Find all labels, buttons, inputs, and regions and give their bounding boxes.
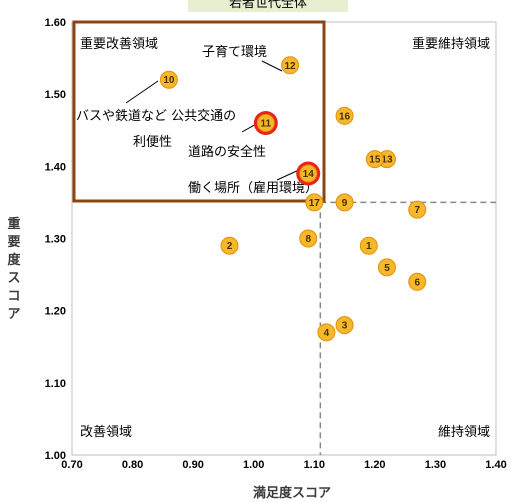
y-tick-label: 1.40 xyxy=(45,161,66,173)
point-16: 16 xyxy=(335,106,354,125)
x-tick-label: 1.00 xyxy=(243,459,264,471)
point-marker xyxy=(220,236,239,255)
leader-line-10 xyxy=(125,80,159,104)
quadrant-bottom-right: 維持領域 xyxy=(438,424,490,440)
point-3: 3 xyxy=(335,316,354,335)
y-tick-label: 1.20 xyxy=(45,306,66,318)
point-marker xyxy=(335,316,354,335)
quadrant-top-left: 重要改善領域 xyxy=(80,36,158,52)
annotation-public-transport: バスや鉄道など 公共交通の xyxy=(76,108,236,124)
point-marker xyxy=(335,193,354,212)
x-tick-label: 1.20 xyxy=(364,459,385,471)
point-14: 14 xyxy=(296,161,321,186)
y-axis-title: 重要度スコア xyxy=(7,216,21,322)
x-tick-label: 0.90 xyxy=(182,459,203,471)
point-label: 2 xyxy=(227,241,233,252)
x-tick-label: 1.40 xyxy=(485,459,506,471)
point-12: 12 xyxy=(281,56,300,75)
point-label: 7 xyxy=(414,205,420,216)
point-label: 13 xyxy=(381,155,393,166)
point-marker xyxy=(159,70,178,89)
point-9: 9 xyxy=(335,193,354,212)
annotation-road-safety: 道路の安全性 xyxy=(188,144,266,160)
point-label: 9 xyxy=(342,198,348,209)
x-tick-label: 1.10 xyxy=(304,459,325,471)
point-marker xyxy=(408,200,427,219)
point-marker xyxy=(299,164,318,183)
point-label: 5 xyxy=(384,263,390,274)
y-tick-label: 1.00 xyxy=(45,450,66,462)
point-label: 11 xyxy=(261,119,272,130)
quadrant-bottom-left: 改善領域 xyxy=(80,424,132,440)
point-1: 1 xyxy=(359,236,378,255)
x-tick-label: 0.80 xyxy=(122,459,143,471)
y-tick-label: 1.50 xyxy=(45,89,66,101)
chart-title: 若者世代全体 xyxy=(229,0,307,11)
leader-line-12 xyxy=(261,60,283,72)
point-5: 5 xyxy=(377,258,396,277)
point-label: 3 xyxy=(342,321,348,332)
point-4: 4 xyxy=(317,323,336,342)
point-11: 11 xyxy=(253,111,278,136)
title-banner xyxy=(188,0,348,12)
point-label: 6 xyxy=(414,277,420,288)
point-8: 8 xyxy=(299,229,318,248)
point-marker xyxy=(359,236,378,255)
point-marker xyxy=(305,193,324,212)
point-7: 7 xyxy=(408,200,427,219)
point-label: 14 xyxy=(303,169,315,180)
x-axis-title: 満足度スコア xyxy=(253,485,331,501)
point-17: 17 xyxy=(305,193,324,212)
point-marker xyxy=(317,323,336,342)
point-marker xyxy=(299,229,318,248)
point-marker xyxy=(377,258,396,277)
point-label: 17 xyxy=(309,198,321,209)
annotation-workplace: 働く場所（雇用環境） xyxy=(188,180,318,196)
annotation-childcare: 子育て環境 xyxy=(202,44,267,60)
point-label: 8 xyxy=(305,234,311,245)
important-improvement-box xyxy=(72,20,326,203)
x-tick-label: 1.30 xyxy=(425,459,446,471)
point-marker xyxy=(281,56,300,75)
plot-frame xyxy=(71,21,497,456)
y-tick-label: 1.60 xyxy=(45,17,66,29)
point-marker xyxy=(335,106,354,125)
point-marker xyxy=(365,150,384,169)
quadrant-top-right: 重要維持領域 xyxy=(412,36,490,52)
point-6: 6 xyxy=(408,272,427,291)
y-tick-label: 1.30 xyxy=(45,234,66,246)
point-15: 15 xyxy=(365,150,384,169)
point-label: 12 xyxy=(284,61,296,72)
reference-lines xyxy=(319,201,496,455)
point-marker xyxy=(256,114,275,133)
point-label: 16 xyxy=(339,111,351,122)
point-label: 1 xyxy=(366,241,372,252)
axes: 0.70 0.80 0.90 1.00 1.10 1.20 1.30 1.40 1.00 1.10… xyxy=(45,17,507,471)
annotation-public-transport-2: 利便性 xyxy=(133,135,172,150)
y-tick-label: 1.10 xyxy=(45,378,66,390)
point-label: 4 xyxy=(324,328,330,339)
point-label: 15 xyxy=(369,155,381,166)
point-label: 10 xyxy=(163,75,175,86)
point-marker xyxy=(408,272,427,291)
point-2: 2 xyxy=(220,236,239,255)
x-tick-label: 0.70 xyxy=(61,459,82,471)
point-10: 10 xyxy=(159,70,178,89)
